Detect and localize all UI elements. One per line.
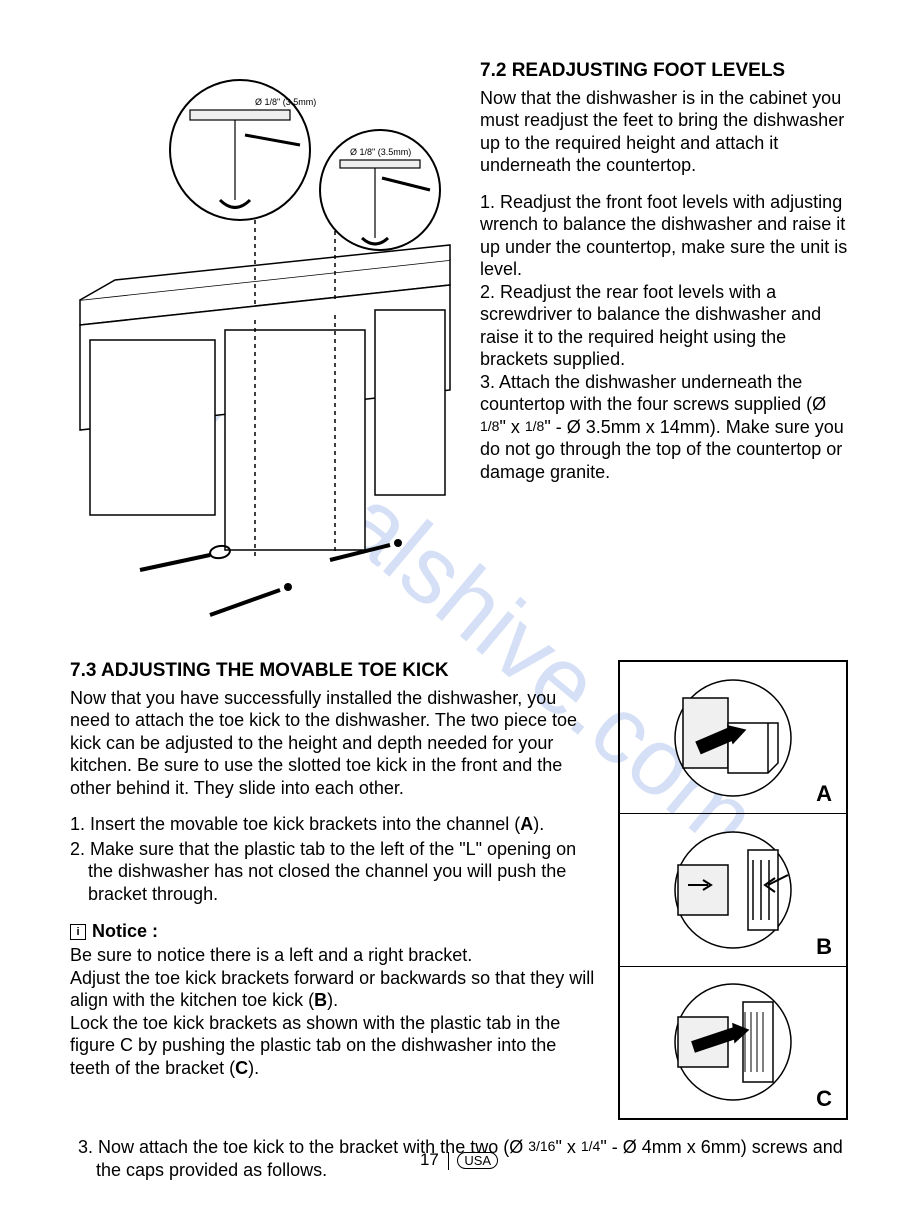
notice3-label-c: C <box>235 1058 248 1078</box>
section-7-2-step3: 3. Attach the dishwasher underneath the … <box>480 371 848 484</box>
section-7-3-step3: 3. Now attach the toe kick to the bracke… <box>70 1136 848 1181</box>
section-7-2-title: 7.2 READJUSTING FOOT LEVELS <box>480 60 848 83</box>
notice-text-2: Adjust the toe kick brackets forward or … <box>70 967 598 1012</box>
step3b-b: " x <box>555 1137 580 1157</box>
diagram-cell-c: C <box>620 967 846 1118</box>
section-7-3-intro: Now that you have successfully installed… <box>70 687 598 800</box>
step3b-frac1: 3/16 <box>528 1138 555 1154</box>
foot-level-diagram: Ø 1/8" (3.5mm) Ø 1/8" (3.5mm) <box>70 50 460 630</box>
notice-text-3: Lock the toe kick brackets as shown with… <box>70 1012 598 1080</box>
step1-a: 1. Insert the movable toe kick brackets … <box>70 814 520 834</box>
callout-1: Ø 1/8" (3.5mm) <box>255 97 316 107</box>
diagram-label-a: A <box>816 781 832 807</box>
toe-kick-diagram-panel: A B <box>618 660 848 1120</box>
callout-2: Ø 1/8" (3.5mm) <box>350 147 411 157</box>
section-7-2-container: Ø 1/8" (3.5mm) Ø 1/8" (3.5mm) 7.2 READJU… <box>70 50 848 630</box>
section-7-2-intro: Now that the dishwasher is in the cabine… <box>480 87 848 177</box>
notice-header: i Notice : <box>70 921 598 942</box>
section-7-3-title: 7.3 ADJUSTING THE MOVABLE TOE KICK <box>70 660 598 683</box>
section-7-2-text: 7.2 READJUSTING FOOT LEVELS Now that the… <box>480 50 848 630</box>
notice3-a: Lock the toe kick brackets as shown with… <box>70 1013 560 1078</box>
notice3-b: ). <box>248 1058 259 1078</box>
diagram-cell-b: B <box>620 814 846 966</box>
step1-label-a: A <box>520 814 533 834</box>
notice-text-1: Be sure to notice there is a left and a … <box>70 944 598 967</box>
diagram-label-b: B <box>816 934 832 960</box>
info-icon: i <box>70 924 86 940</box>
step3-frac1: 1/8 <box>480 418 499 434</box>
step3-part-a: 3. Attach the dishwasher underneath the … <box>480 372 826 415</box>
diagram-cell-a: A <box>620 662 846 814</box>
step3b-frac2: 1/4 <box>581 1138 600 1154</box>
notice-label: Notice : <box>92 921 158 942</box>
step1-b: ). <box>533 814 544 834</box>
step3-part-b: " x <box>499 417 524 437</box>
section-7-3-container: 7.3 ADJUSTING THE MOVABLE TOE KICK Now t… <box>70 660 848 1120</box>
step3-frac2: 1/8 <box>525 418 544 434</box>
section-7-3-step2: 2. Make sure that the plastic tab to the… <box>70 838 598 906</box>
section-7-2-step1: 1. Readjust the front foot levels with a… <box>480 191 848 281</box>
step3b-a: 3. Now attach the toe kick to the bracke… <box>78 1137 528 1157</box>
section-7-3-step1: 1. Insert the movable toe kick brackets … <box>70 813 598 836</box>
section-7-2-step2: 2. Readjust the rear foot levels with a … <box>480 281 848 371</box>
diagram-label-c: C <box>816 1086 832 1112</box>
notice2-b: ). <box>327 990 338 1010</box>
section-7-3-text: 7.3 ADJUSTING THE MOVABLE TOE KICK Now t… <box>70 660 598 1120</box>
notice2-label-b: B <box>314 990 327 1010</box>
